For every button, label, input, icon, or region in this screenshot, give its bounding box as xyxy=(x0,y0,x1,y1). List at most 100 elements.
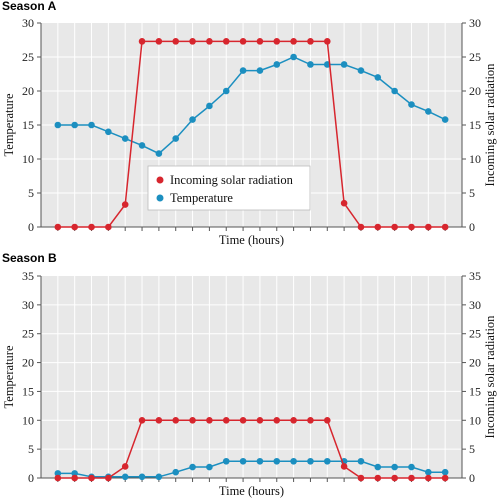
y-tick-label-left: 10 xyxy=(22,152,34,166)
y-tick-label-left: 30 xyxy=(22,16,34,30)
series-solar xyxy=(54,416,449,482)
y-tick-label-right: 10 xyxy=(469,152,481,166)
data-point-temperature xyxy=(155,150,163,157)
data-point-temperature xyxy=(441,116,449,123)
y-tick-label-right: 25 xyxy=(469,50,481,64)
data-point-solar xyxy=(121,201,129,208)
data-point-temperature xyxy=(71,470,78,477)
data-point-solar xyxy=(391,223,398,231)
data-point-solar xyxy=(54,223,62,231)
data-point-temperature xyxy=(71,121,78,129)
y-tick-label-left: 15 xyxy=(22,384,34,398)
data-point-solar xyxy=(239,416,247,424)
data-point-solar xyxy=(307,38,314,45)
data-point-solar xyxy=(206,38,213,45)
y-tick-label-right: 25 xyxy=(469,327,481,341)
data-point-temperature xyxy=(172,135,180,142)
x-axis-title: Time (hours) xyxy=(219,233,284,247)
data-point-temperature xyxy=(239,457,247,465)
y-tick-label-left: 35 xyxy=(22,269,34,283)
data-point-solar xyxy=(189,416,196,424)
data-point-temperature xyxy=(307,61,314,68)
data-point-solar xyxy=(441,474,449,482)
y-tick-label-right: 30 xyxy=(469,16,481,30)
data-point-solar xyxy=(256,38,264,45)
y-axis-title-left: Temperature xyxy=(2,93,16,156)
data-point-solar xyxy=(239,38,247,45)
data-point-solar xyxy=(290,416,297,424)
data-point-solar xyxy=(222,38,230,45)
data-point-temperature xyxy=(290,53,297,61)
data-point-solar xyxy=(374,223,382,231)
data-point-temperature xyxy=(222,87,230,95)
data-point-solar xyxy=(121,463,129,470)
data-point-temperature xyxy=(441,468,449,476)
data-point-temperature xyxy=(340,61,348,68)
series-temperature xyxy=(54,457,449,481)
data-point-solar xyxy=(307,416,314,424)
data-point-temperature xyxy=(206,102,213,110)
panel-label: Season B xyxy=(2,251,57,265)
data-point-solar xyxy=(323,416,331,424)
y-tick-label-left: 25 xyxy=(22,50,34,64)
data-point-solar xyxy=(54,474,62,482)
y-tick-label-left: 0 xyxy=(28,471,34,485)
data-point-solar xyxy=(408,474,415,482)
data-point-temperature xyxy=(138,142,146,149)
y-tick-label-right: 0 xyxy=(469,471,475,485)
y-tick-label-left: 20 xyxy=(22,356,34,370)
data-point-temperature xyxy=(222,457,230,465)
data-point-solar xyxy=(155,38,163,45)
legend: Incoming solar radiation Temperature xyxy=(147,165,311,211)
legend-box xyxy=(147,165,311,211)
data-point-solar xyxy=(408,223,415,231)
data-point-solar xyxy=(206,416,213,424)
data-point-temperature xyxy=(425,468,432,476)
data-point-solar xyxy=(340,463,348,470)
data-point-solar xyxy=(88,223,95,231)
data-point-temperature xyxy=(425,108,432,115)
y-tick-label-left: 5 xyxy=(28,442,34,456)
data-point-temperature xyxy=(239,67,247,74)
y-tick-label-right: 20 xyxy=(469,356,481,370)
y-axis-title-left: Temperature xyxy=(2,345,16,408)
y-tick-label-left: 10 xyxy=(22,413,34,427)
data-point-solar xyxy=(391,474,398,482)
data-point-temperature xyxy=(408,101,415,108)
y-tick-label-right: 10 xyxy=(469,413,481,427)
data-point-solar xyxy=(138,38,146,45)
data-point-solar xyxy=(105,223,112,231)
data-point-solar xyxy=(290,38,297,45)
data-point-temperature xyxy=(290,457,297,465)
data-point-temperature xyxy=(391,463,398,471)
data-point-temperature xyxy=(121,473,129,481)
plot-area xyxy=(41,276,462,478)
data-point-solar xyxy=(172,38,180,45)
chart-panel-1: Season A 0 0 5 5 10 10 15 15 20 20 25 25 30 30 Time (ho… xyxy=(2,0,497,247)
y-tick-label-right: 5 xyxy=(469,186,475,200)
data-point-temperature xyxy=(323,457,331,465)
data-point-solar xyxy=(441,223,449,231)
y-tick-label-right: 0 xyxy=(469,220,475,234)
y-axis-title-right: Incoming solar radiation xyxy=(483,315,497,439)
data-point-temperature xyxy=(374,74,382,81)
y-tick-label-right: 30 xyxy=(469,298,481,312)
legend-marker-temperature xyxy=(156,194,164,202)
y-tick-label-left: 30 xyxy=(22,298,34,312)
data-point-solar xyxy=(88,474,95,482)
data-point-temperature xyxy=(273,61,281,68)
legend-label-solar: Incoming solar radiation xyxy=(170,173,294,187)
data-point-solar xyxy=(71,223,78,231)
data-point-solar xyxy=(357,474,365,482)
y-tick-label-left: 25 xyxy=(22,327,34,341)
y-tick-label-right: 5 xyxy=(469,442,475,456)
data-point-solar xyxy=(425,223,432,231)
series-temperature xyxy=(54,53,449,157)
panel-label: Season A xyxy=(2,0,57,13)
y-tick-label-right: 15 xyxy=(469,118,481,132)
data-point-temperature xyxy=(172,468,180,476)
y-tick-label-left: 20 xyxy=(22,84,34,98)
data-point-temperature xyxy=(105,128,112,136)
data-point-solar xyxy=(340,199,348,207)
